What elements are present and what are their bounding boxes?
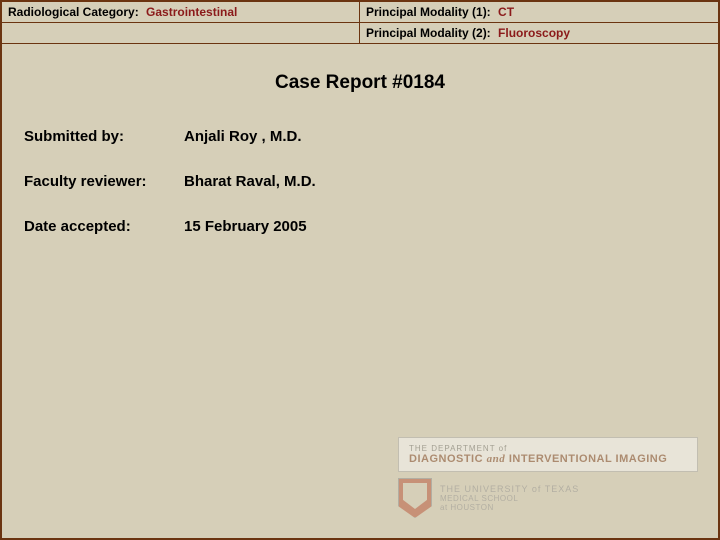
modality2-cell: Principal Modality (2): Fluoroscopy — [360, 23, 718, 43]
dept-small: THE DEPARTMENT of — [409, 444, 687, 453]
date-label: Date accepted: — [24, 218, 184, 235]
ut-line2b: at HOUSTON — [440, 503, 579, 512]
dept-big: DIAGNOSTIC and INTERVENTIONAL IMAGING — [409, 453, 687, 465]
case-report-title: Case Report #0184 — [2, 72, 718, 94]
category-cell: Radiological Category: Gastrointestinal — [2, 2, 360, 22]
header-row-2: Principal Modality (2): Fluoroscopy — [2, 23, 718, 44]
reviewer-label: Faculty reviewer: — [24, 173, 184, 190]
dept-big-and: and — [487, 453, 506, 465]
ut-text: THE UNIVERSITY of TEXAS MEDICAL SCHOOL a… — [440, 484, 579, 512]
category-label: Radiological Category: — [8, 5, 139, 19]
date-row: Date accepted: 15 February 2005 — [24, 218, 718, 235]
submitted-row: Submitted by: Anjali Roy , M.D. — [24, 128, 718, 145]
modality1-value: CT — [498, 5, 514, 19]
modality2-label: Principal Modality (2): — [366, 26, 491, 40]
submitted-label: Submitted by: — [24, 128, 184, 145]
ut-line1: THE UNIVERSITY of TEXAS — [440, 484, 579, 494]
logo-block: THE DEPARTMENT of DIAGNOSTIC and INTERVE… — [398, 437, 698, 518]
meta-block: Submitted by: Anjali Roy , M.D. Faculty … — [24, 128, 718, 235]
modality1-cell: Principal Modality (1): CT — [360, 2, 718, 22]
modality2-value: Fluoroscopy — [498, 26, 570, 40]
shield-icon — [398, 478, 432, 518]
university-logo: THE UNIVERSITY of TEXAS MEDICAL SCHOOL a… — [398, 478, 698, 518]
submitted-value: Anjali Roy , M.D. — [184, 128, 302, 145]
slide-container: Radiological Category: Gastrointestinal … — [0, 0, 720, 540]
date-value: 15 February 2005 — [184, 218, 307, 235]
header-row-1: Radiological Category: Gastrointestinal … — [2, 2, 718, 23]
department-logo: THE DEPARTMENT of DIAGNOSTIC and INTERVE… — [398, 437, 698, 472]
header-spacer — [2, 23, 360, 43]
ut-line2a: MEDICAL SCHOOL — [440, 494, 579, 503]
category-value: Gastrointestinal — [146, 5, 237, 19]
reviewer-value: Bharat Raval, M.D. — [184, 173, 316, 190]
modality1-label: Principal Modality (1): — [366, 5, 491, 19]
reviewer-row: Faculty reviewer: Bharat Raval, M.D. — [24, 173, 718, 190]
dept-big-2: INTERVENTIONAL IMAGING — [509, 453, 668, 465]
dept-big-1: DIAGNOSTIC — [409, 453, 483, 465]
